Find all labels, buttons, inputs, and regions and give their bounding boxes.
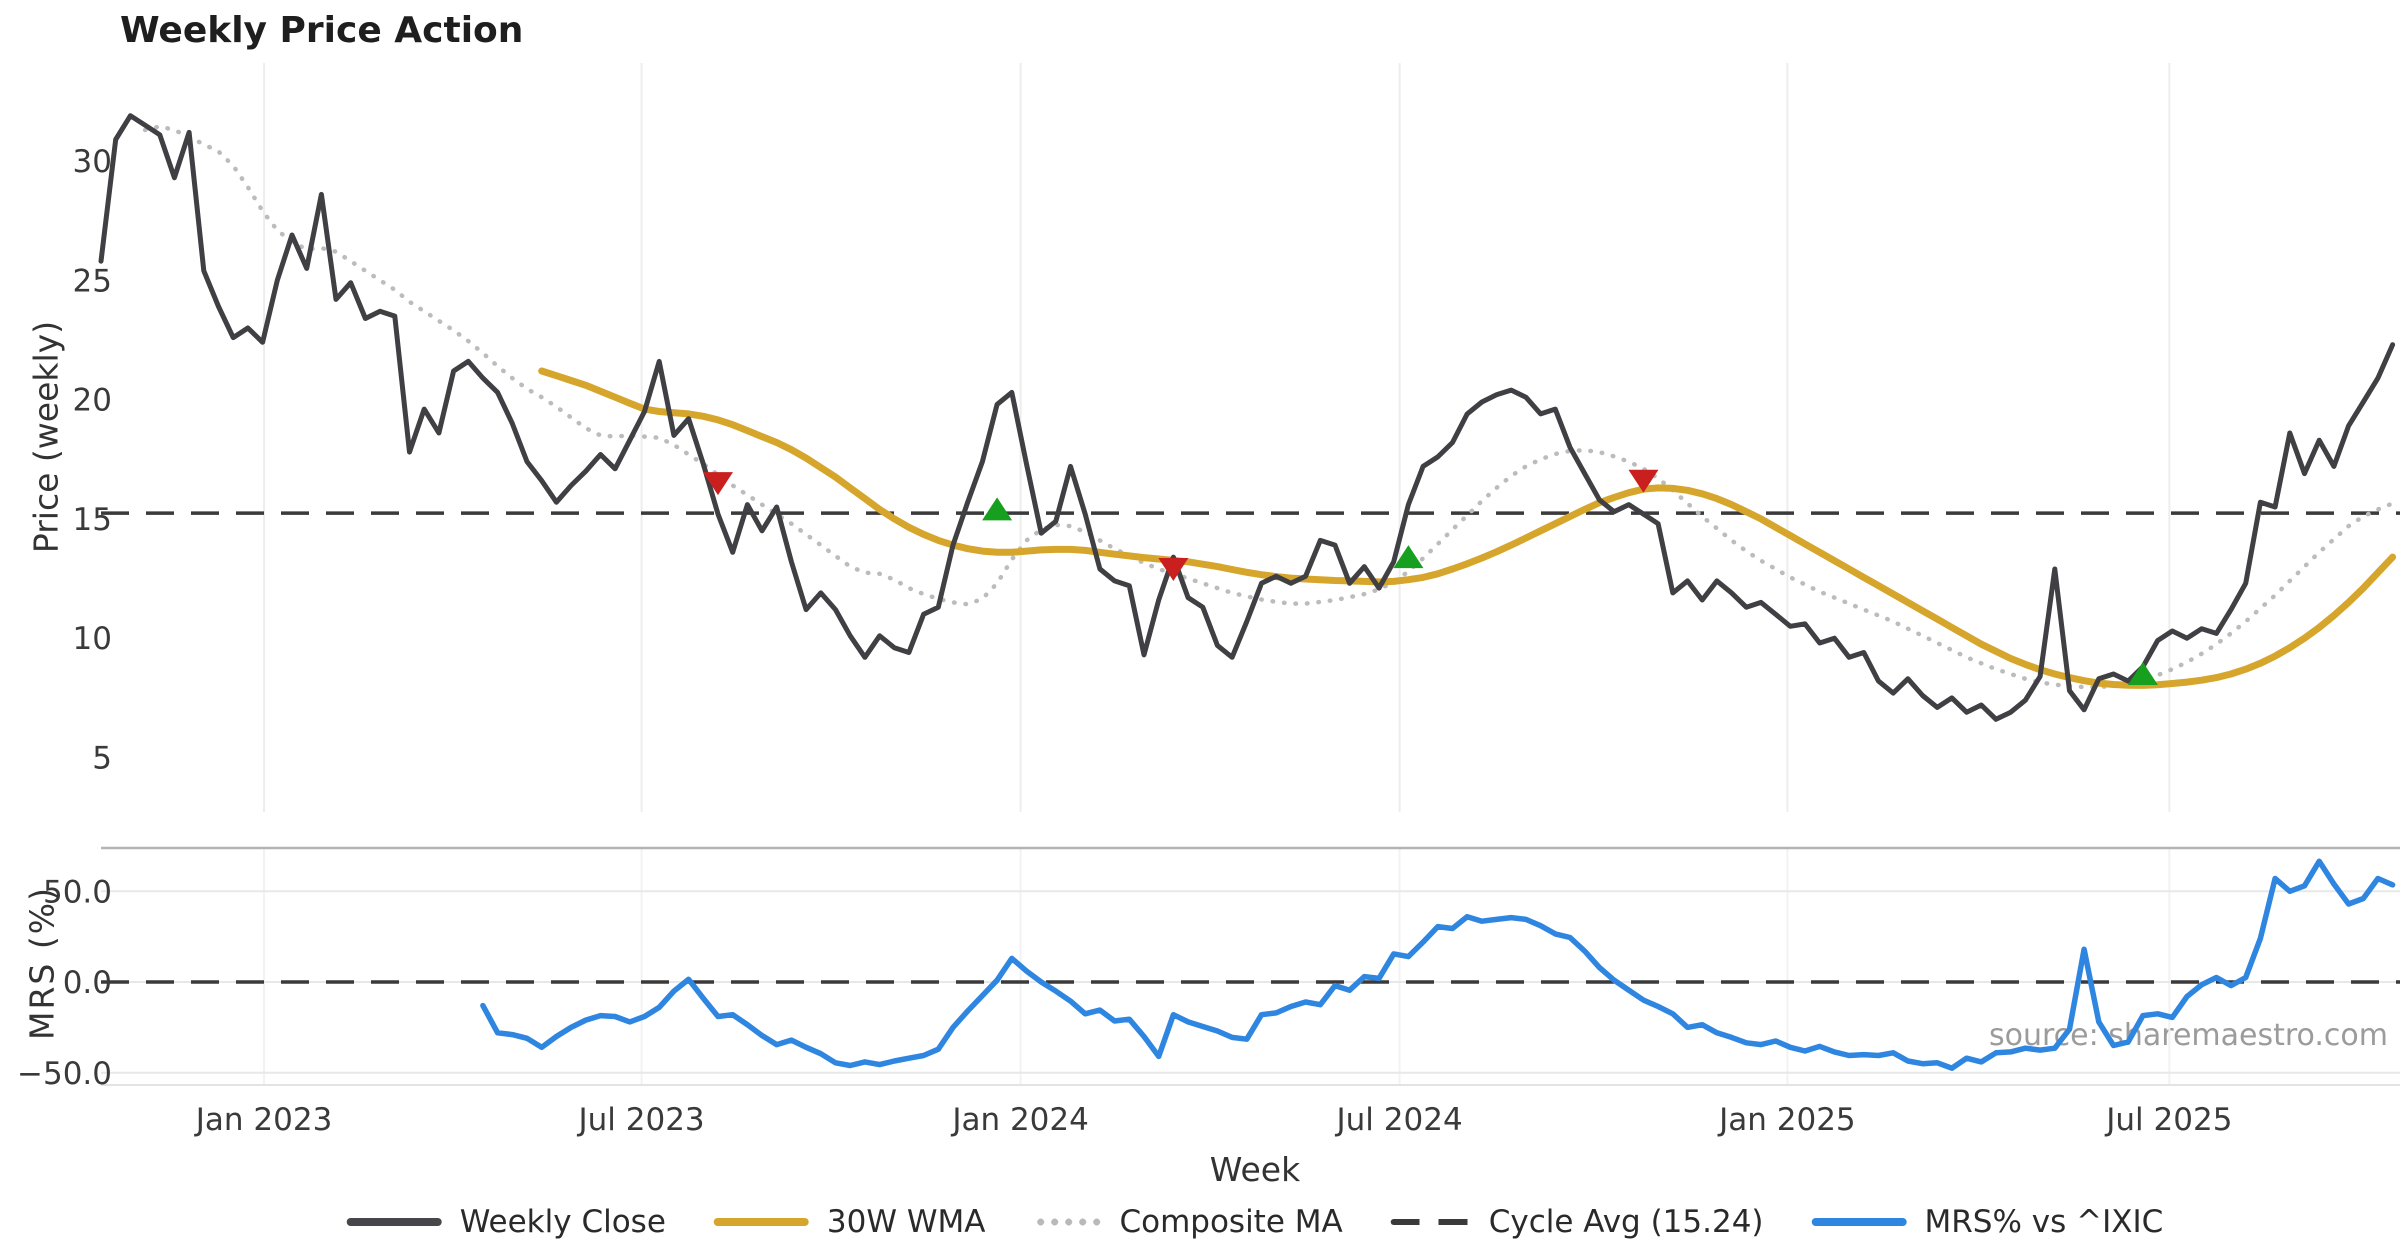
- mrs-tick-label: 0.0: [63, 965, 112, 1001]
- chart-title: Weekly Price Action: [120, 10, 524, 51]
- price-tick-label: 30: [73, 144, 112, 180]
- mrs-line: [480, 858, 2396, 1071]
- x-axis-label: Week: [1209, 1150, 1301, 1189]
- x-tick-label: Jul 2025: [2104, 1102, 2232, 1138]
- legend-label: 30W WMA: [826, 1204, 986, 1240]
- sell-marker-triangle: [1158, 558, 1189, 582]
- sell-marker-triangle: [702, 472, 733, 496]
- sell-marker-triangle: [1628, 469, 1659, 493]
- buy-marker-triangle: [2127, 661, 2158, 685]
- mrs-axis-label: MRS (%): [22, 886, 62, 1040]
- legend-item[interactable]: Cycle Avg (15.24): [1390, 1204, 1764, 1240]
- mrs-tick-label: 50.0: [43, 874, 112, 910]
- price-tick-label: 5: [92, 741, 112, 777]
- legend-swatch-solid: [346, 1218, 442, 1226]
- price-tick-label: 20: [73, 383, 112, 419]
- x-tick-label: Jul 2023: [577, 1102, 705, 1138]
- x-tick-label: Jul 2024: [1335, 1102, 1463, 1138]
- composite-ma-line: [142, 124, 2395, 690]
- price-tick-label: 15: [73, 502, 112, 538]
- legend-label: MRS% vs ^IXIC: [1924, 1204, 2164, 1240]
- wma-30w-line: [538, 367, 2397, 689]
- price-tick-label: 25: [73, 263, 112, 299]
- legend-label: Cycle Avg (15.24): [1488, 1204, 1764, 1240]
- legend-item[interactable]: MRS% vs ^IXIC: [1811, 1204, 2164, 1240]
- legend-item[interactable]: Composite MA: [1033, 1204, 1343, 1240]
- legend-swatch-solid: [1811, 1218, 1907, 1226]
- legend-swatch-dashed: [1390, 1219, 1471, 1225]
- legend-label: Weekly Close: [459, 1204, 666, 1240]
- buy-marker-triangle: [982, 497, 1013, 521]
- legend-item[interactable]: Weekly Close: [346, 1204, 666, 1240]
- legend-label: Composite MA: [1119, 1204, 1343, 1240]
- weekly-close-line: [98, 113, 2396, 722]
- mrs-tick-label: −50.0: [17, 1056, 112, 1092]
- price-axis-label: Price (weekly): [26, 320, 66, 554]
- legend-swatch-dotted: [1033, 1218, 1102, 1226]
- legend-swatch-solid: [713, 1218, 809, 1226]
- buy-marker-triangle: [1393, 545, 1424, 569]
- legend: Weekly Close 30W WMA Composite MA Cycle Avg…: [346, 1204, 2164, 1240]
- legend-item[interactable]: 30W WMA: [713, 1204, 986, 1240]
- x-tick-label: Jan 2023: [194, 1102, 333, 1138]
- x-tick-label: Jan 2024: [950, 1102, 1089, 1138]
- price-tick-label: 10: [73, 621, 112, 657]
- x-tick-label: Jan 2025: [1717, 1102, 1856, 1138]
